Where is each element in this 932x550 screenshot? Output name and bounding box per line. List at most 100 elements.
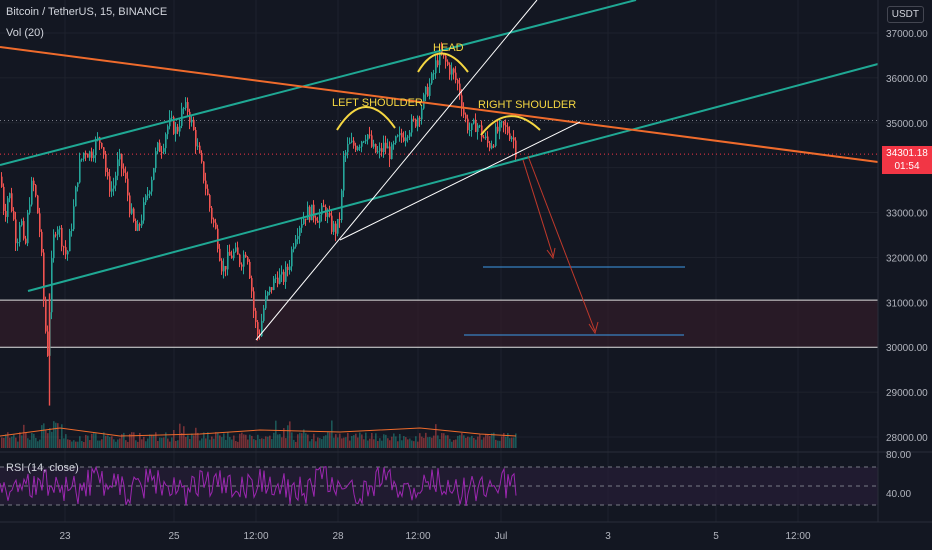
- candle-body: [129, 195, 131, 214]
- support-zone: [0, 120, 878, 348]
- volume-bar: [299, 432, 301, 448]
- candle-body: [115, 175, 117, 186]
- volume-bar: [349, 440, 351, 448]
- candle-body: [165, 134, 167, 149]
- volume-bar: [341, 438, 343, 448]
- volume-bar: [217, 432, 219, 448]
- candle-body: [421, 108, 423, 120]
- volume-bar: [29, 439, 31, 448]
- volume-bar: [443, 433, 445, 448]
- candle-body: [383, 142, 385, 152]
- candle-body: [493, 145, 495, 147]
- candle-body: [381, 148, 383, 152]
- y-tick-label: 28000.00: [886, 433, 928, 444]
- candle-body: [503, 121, 505, 126]
- volume-bar: [301, 433, 303, 448]
- volume-bar: [221, 437, 223, 448]
- candle-body: [221, 260, 223, 272]
- candle-body: [509, 133, 511, 140]
- candle-body: [163, 148, 165, 152]
- volume-bar: [135, 440, 137, 448]
- candle-body: [433, 73, 435, 75]
- candle-body: [27, 212, 29, 244]
- candle-body: [179, 125, 181, 132]
- candle-body: [1, 176, 3, 187]
- volume-bar: [469, 437, 471, 448]
- volume-bar: [91, 433, 93, 448]
- candle-body: [415, 119, 417, 127]
- volume-bar: [407, 439, 409, 448]
- volume-bar: [497, 440, 499, 448]
- volume-bar: [363, 439, 365, 448]
- volume-bar: [55, 422, 57, 448]
- volume-bar: [117, 439, 119, 448]
- candle-body: [329, 212, 331, 216]
- volume-bar: [115, 441, 117, 448]
- volume-bar: [171, 437, 173, 448]
- candle-body: [139, 224, 141, 226]
- volume-bar: [475, 439, 477, 448]
- candle-body: [479, 125, 481, 127]
- candle-body: [213, 219, 215, 223]
- volume-bar: [435, 424, 437, 448]
- candle-body: [457, 80, 459, 84]
- candle-body: [23, 221, 25, 239]
- candle-body: [123, 168, 125, 173]
- candle-body: [265, 295, 267, 309]
- candle-body: [379, 148, 381, 152]
- volume-bar: [283, 428, 285, 448]
- current-price-value: 34301.18: [886, 148, 928, 159]
- volume-bar: [495, 439, 497, 448]
- candle-body: [443, 54, 445, 56]
- candle-body: [55, 234, 57, 236]
- candle-body: [85, 152, 87, 155]
- volume-bar: [451, 441, 453, 448]
- volume-bar: [371, 432, 373, 448]
- candle-body: [11, 193, 13, 212]
- volume-bar: [123, 432, 125, 448]
- volume-bar: [65, 434, 67, 448]
- candle-body: [155, 151, 157, 169]
- volume-bar: [473, 438, 475, 448]
- volume-bar: [235, 441, 237, 448]
- candle-body: [171, 117, 173, 119]
- volume-bar: [325, 435, 327, 448]
- candle-body: [207, 188, 209, 196]
- volume-label: Vol (20): [6, 27, 44, 39]
- currency-badge[interactable]: USDT: [886, 6, 924, 23]
- volume-bar: [439, 439, 441, 448]
- candle-body: [495, 126, 497, 146]
- volume-bar: [23, 424, 25, 448]
- candle-body: [407, 136, 409, 138]
- candle-body: [347, 143, 349, 153]
- candle-body: [287, 266, 289, 271]
- candle-body: [277, 277, 279, 284]
- volume-bar: [173, 429, 175, 448]
- volume-bar: [3, 437, 5, 448]
- volume-bar: [81, 441, 83, 448]
- volume-bar: [391, 436, 393, 448]
- volume-bar: [71, 441, 73, 448]
- candle-body: [367, 134, 369, 140]
- volume-bar: [427, 437, 429, 448]
- volume-bar: [57, 423, 59, 448]
- candle-body: [451, 68, 453, 75]
- volume-bar: [291, 432, 293, 448]
- candle-body: [101, 142, 103, 148]
- volume-bar: [385, 434, 387, 448]
- volume-bar: [259, 438, 261, 448]
- candle-body: [125, 172, 127, 179]
- y-tick-label: 33000.00: [886, 209, 928, 220]
- volume-bar: [383, 434, 385, 448]
- volume-bar: [131, 432, 133, 448]
- candle-body: [117, 159, 119, 176]
- volume-bar: [307, 434, 309, 448]
- candle-body: [279, 274, 281, 284]
- volume-bar: [477, 436, 479, 448]
- volume-bar: [243, 434, 245, 448]
- candle-body: [173, 117, 175, 134]
- zone-fill: [0, 300, 878, 348]
- candle-body: [201, 152, 203, 162]
- candle-body: [297, 236, 299, 240]
